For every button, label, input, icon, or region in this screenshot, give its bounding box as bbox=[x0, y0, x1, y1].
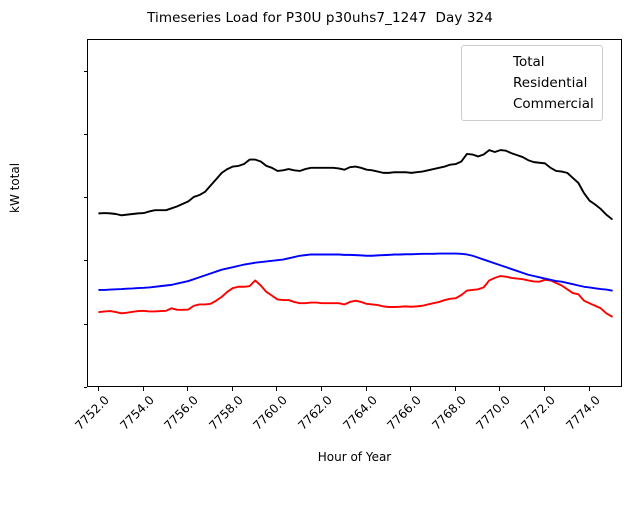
x-tick-mark bbox=[365, 387, 367, 391]
x-tick-mark bbox=[142, 387, 144, 391]
y-tick-mark bbox=[83, 197, 88, 199]
y-tick-mark bbox=[83, 70, 88, 72]
page-title: Timeseries Load for P30U p30uhs7_1247 Da… bbox=[147, 10, 493, 26]
x-tick-mark bbox=[321, 387, 323, 391]
series-canvas bbox=[98, 149, 613, 318]
series-line-residential bbox=[98, 275, 613, 318]
legend-item-residential: Residential bbox=[470, 72, 594, 93]
x-axis-label: Hour of Year bbox=[317, 450, 392, 464]
x-tick-mark bbox=[588, 387, 590, 391]
matplotlib-figure: Timeseries Load for P30U p30uhs7_1247 Da… bbox=[8, 10, 622, 464]
legend-label-total: Total bbox=[513, 53, 545, 70]
legend-label-residential: Residential bbox=[513, 74, 588, 91]
x-tick-mark bbox=[276, 387, 278, 391]
y-axis-label: kW total bbox=[8, 162, 22, 213]
chart-legend: Total Residential Commercial bbox=[461, 45, 603, 121]
x-tick-mark bbox=[543, 387, 545, 391]
y-tick-mark bbox=[83, 133, 88, 135]
series-line-total bbox=[98, 149, 613, 221]
legend-label-commercial: Commercial bbox=[513, 95, 594, 112]
legend-item-total: Total bbox=[470, 51, 594, 72]
y-tick-mark bbox=[83, 260, 88, 262]
x-tick-mark bbox=[410, 387, 412, 391]
x-tick-mark bbox=[454, 387, 456, 391]
legend-item-commercial: Commercial bbox=[470, 93, 594, 114]
x-tick-mark bbox=[187, 387, 189, 391]
y-tick-mark bbox=[83, 387, 88, 388]
series-line-commercial bbox=[98, 252, 613, 292]
x-tick-mark bbox=[98, 387, 100, 391]
x-tick-mark bbox=[231, 387, 233, 391]
y-tick-mark bbox=[83, 323, 88, 325]
x-tick-mark bbox=[499, 387, 501, 391]
